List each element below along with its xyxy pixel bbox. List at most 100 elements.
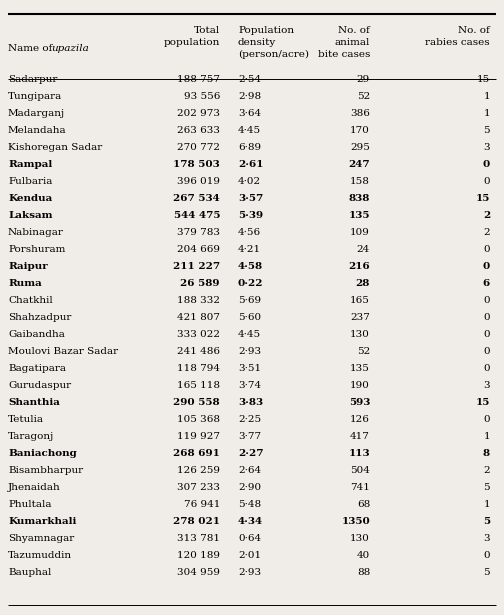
- Text: 3: 3: [483, 143, 490, 152]
- Text: 386: 386: [350, 109, 370, 118]
- Text: 5·48: 5·48: [238, 500, 261, 509]
- Text: 396 019: 396 019: [177, 177, 220, 186]
- Text: 4·02: 4·02: [238, 177, 261, 186]
- Text: 0: 0: [483, 330, 490, 339]
- Text: Rampal: Rampal: [8, 160, 52, 169]
- Text: Laksam: Laksam: [8, 211, 52, 220]
- Text: Ruma: Ruma: [8, 279, 42, 288]
- Text: 216: 216: [348, 262, 370, 271]
- Text: 2: 2: [483, 211, 490, 220]
- Text: 247: 247: [348, 160, 370, 169]
- Text: 0: 0: [483, 415, 490, 424]
- Text: 741: 741: [350, 483, 370, 492]
- Text: 3·51: 3·51: [238, 364, 261, 373]
- Text: Gaibandha: Gaibandha: [8, 330, 65, 339]
- Text: 40: 40: [357, 551, 370, 560]
- Text: Shyamnagar: Shyamnagar: [8, 534, 74, 543]
- Text: 3: 3: [483, 534, 490, 543]
- Text: Name of: Name of: [8, 44, 55, 53]
- Text: 5·60: 5·60: [238, 313, 261, 322]
- Text: 202 973: 202 973: [177, 109, 220, 118]
- Text: 307 233: 307 233: [177, 483, 220, 492]
- Text: 5·39: 5·39: [238, 211, 263, 220]
- Text: 113: 113: [348, 449, 370, 458]
- Text: 3·64: 3·64: [238, 109, 261, 118]
- Text: 290 558: 290 558: [173, 398, 220, 407]
- Text: Total: Total: [194, 26, 220, 35]
- Text: 3: 3: [483, 381, 490, 390]
- Text: 88: 88: [357, 568, 370, 577]
- Text: 504: 504: [350, 466, 370, 475]
- Text: 4·58: 4·58: [238, 262, 263, 271]
- Text: 2·98: 2·98: [238, 92, 261, 101]
- Text: 267 534: 267 534: [173, 194, 220, 203]
- Text: 15: 15: [477, 75, 490, 84]
- Text: 1350: 1350: [341, 517, 370, 526]
- Text: Tungipara: Tungipara: [8, 92, 62, 101]
- Text: Chatkhil: Chatkhil: [8, 296, 53, 305]
- Text: Melandaha: Melandaha: [8, 126, 67, 135]
- Text: Tazumuddin: Tazumuddin: [8, 551, 72, 560]
- Text: 3·83: 3·83: [238, 398, 263, 407]
- Text: 130: 130: [350, 534, 370, 543]
- Text: 1: 1: [483, 109, 490, 118]
- Text: Bagatipara: Bagatipara: [8, 364, 66, 373]
- Text: (person/acre): (person/acre): [238, 50, 309, 59]
- Text: 24: 24: [357, 245, 370, 254]
- Text: 5: 5: [483, 483, 490, 492]
- Text: 158: 158: [350, 177, 370, 186]
- Text: 52: 52: [357, 347, 370, 356]
- Text: 263 633: 263 633: [177, 126, 220, 135]
- Text: 2·93: 2·93: [238, 347, 261, 356]
- Text: Tetulia: Tetulia: [8, 415, 44, 424]
- Text: population: population: [164, 38, 220, 47]
- Text: rabies cases: rabies cases: [425, 38, 490, 47]
- Text: Gurudaspur: Gurudaspur: [8, 381, 71, 390]
- Text: 5: 5: [483, 126, 490, 135]
- Text: Shanthia: Shanthia: [8, 398, 60, 407]
- Text: 6: 6: [483, 279, 490, 288]
- Text: Madarganj: Madarganj: [8, 109, 65, 118]
- Text: 295: 295: [350, 143, 370, 152]
- Text: 838: 838: [349, 194, 370, 203]
- Text: 2: 2: [483, 228, 490, 237]
- Text: bite cases: bite cases: [318, 50, 370, 59]
- Text: 76 941: 76 941: [183, 500, 220, 509]
- Text: Taragonj: Taragonj: [8, 432, 54, 441]
- Text: 1: 1: [483, 500, 490, 509]
- Text: 130: 130: [350, 330, 370, 339]
- Text: 421 807: 421 807: [177, 313, 220, 322]
- Text: Kishoregan Sadar: Kishoregan Sadar: [8, 143, 102, 152]
- Text: 4·45: 4·45: [238, 330, 261, 339]
- Text: 126 259: 126 259: [177, 466, 220, 475]
- Text: 178 503: 178 503: [173, 160, 220, 169]
- Text: 0: 0: [483, 347, 490, 356]
- Text: 593: 593: [349, 398, 370, 407]
- Text: 5: 5: [483, 568, 490, 577]
- Text: density: density: [238, 38, 276, 47]
- Text: 1: 1: [483, 432, 490, 441]
- Text: 5·69: 5·69: [238, 296, 261, 305]
- Text: Bauphal: Bauphal: [8, 568, 51, 577]
- Text: 4·34: 4·34: [238, 517, 263, 526]
- Text: Shahzadpur: Shahzadpur: [8, 313, 72, 322]
- Text: 0: 0: [483, 245, 490, 254]
- Text: 304 959: 304 959: [177, 568, 220, 577]
- Text: 0: 0: [483, 177, 490, 186]
- Text: No. of: No. of: [338, 26, 370, 35]
- Text: 0: 0: [483, 313, 490, 322]
- Text: 2·54: 2·54: [238, 75, 261, 84]
- Text: Jhenaidah: Jhenaidah: [8, 483, 61, 492]
- Text: 0: 0: [483, 160, 490, 169]
- Text: 417: 417: [350, 432, 370, 441]
- Text: Kumarkhali: Kumarkhali: [8, 517, 77, 526]
- Text: 165: 165: [350, 296, 370, 305]
- Text: 270 772: 270 772: [177, 143, 220, 152]
- Text: 135: 135: [350, 364, 370, 373]
- Text: 2·25: 2·25: [238, 415, 261, 424]
- Text: 8: 8: [483, 449, 490, 458]
- Text: Phultala: Phultala: [8, 500, 51, 509]
- Text: Population: Population: [238, 26, 294, 35]
- Text: 15: 15: [476, 194, 490, 203]
- Text: 211 227: 211 227: [173, 262, 220, 271]
